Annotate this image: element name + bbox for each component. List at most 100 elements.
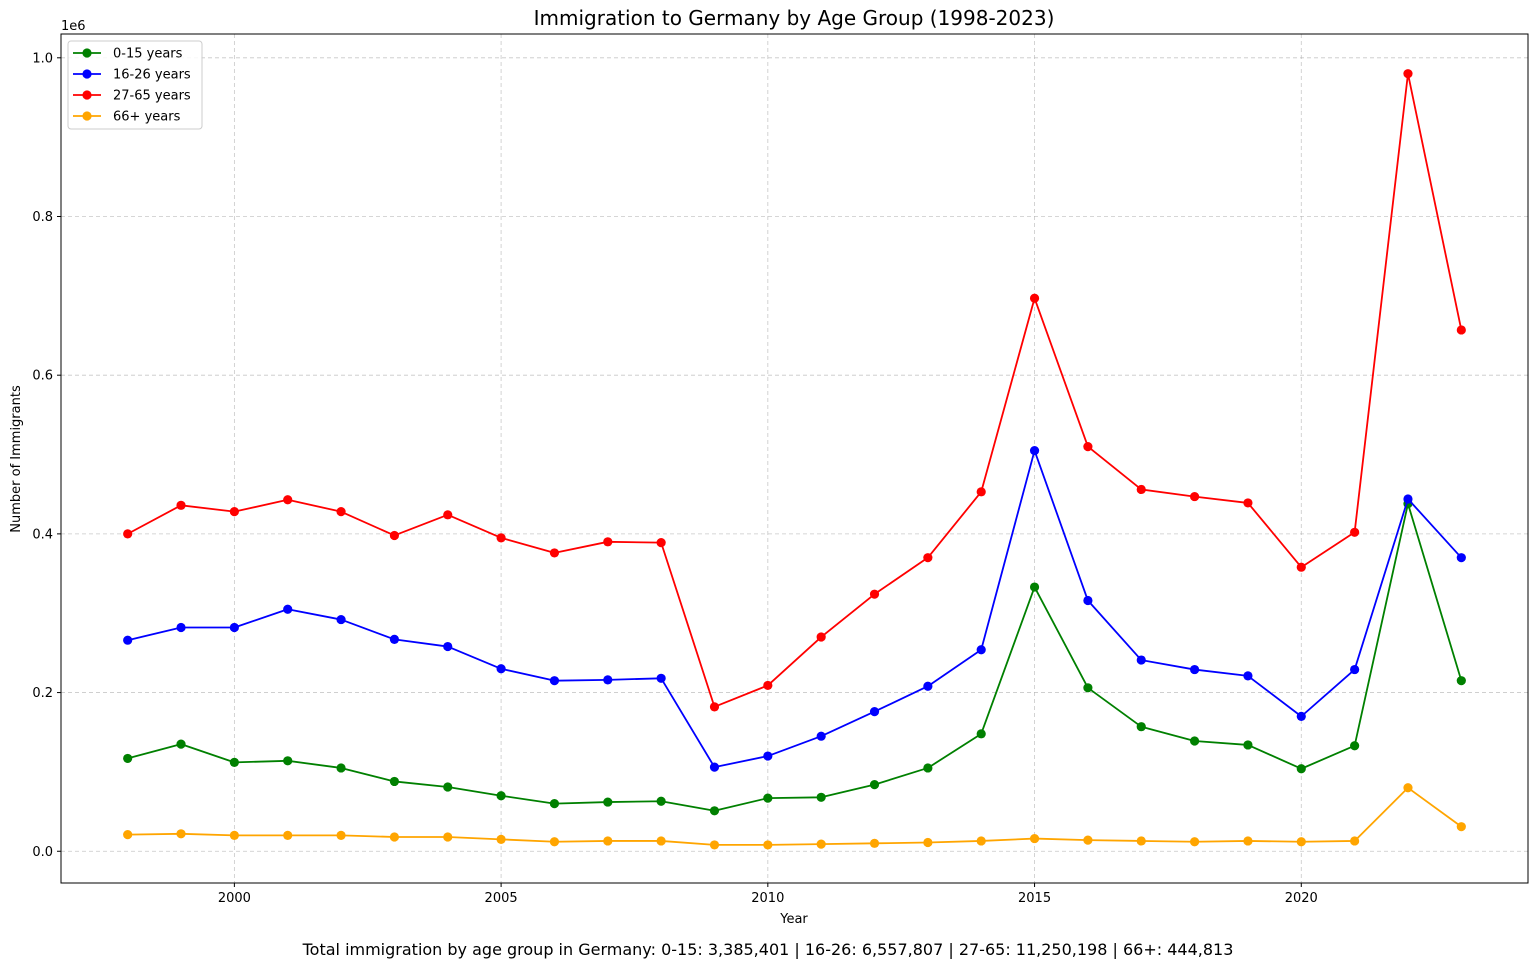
x-tick-label: 2010 <box>751 891 784 906</box>
data-point <box>549 799 560 809</box>
data-point <box>1350 741 1360 751</box>
data-point <box>496 791 506 801</box>
data-point <box>123 753 133 764</box>
data-point <box>869 707 880 717</box>
x-tick-label: 2020 <box>1285 891 1318 906</box>
data-point <box>229 830 239 840</box>
data-point <box>763 680 773 691</box>
legend-item: 0-15 years <box>73 47 183 62</box>
data-point <box>176 622 186 633</box>
data-point <box>976 487 986 497</box>
data-point <box>816 792 826 802</box>
data-point <box>923 553 933 563</box>
data-point <box>283 756 293 766</box>
series-27-65-years <box>123 69 1466 712</box>
data-point <box>1403 783 1413 793</box>
x-tick-label: 2015 <box>1018 891 1051 906</box>
data-point <box>496 834 506 844</box>
y-tick-label: 1.0 <box>32 51 53 66</box>
data-point <box>549 837 560 847</box>
data-point <box>1350 527 1360 537</box>
y-tick-label: 0.6 <box>32 369 53 384</box>
data-point <box>1136 655 1146 665</box>
data-point <box>1243 671 1253 681</box>
legend-label: 16-26 years <box>113 68 191 83</box>
data-point <box>709 840 720 850</box>
data-point <box>1243 836 1253 846</box>
x-tick-label: 2000 <box>218 891 251 906</box>
data-point <box>976 836 986 846</box>
data-point <box>1296 764 1306 774</box>
legend-item: 66+ years <box>73 110 181 125</box>
data-point <box>1083 835 1093 845</box>
data-point <box>496 664 506 674</box>
data-point <box>976 729 986 739</box>
data-point <box>1296 711 1306 721</box>
data-point <box>1403 494 1413 504</box>
data-point <box>283 830 293 840</box>
legend: 0-15 years 16-26 years 27-65 years 66+ year… <box>67 40 203 130</box>
data-point <box>763 793 773 803</box>
data-point <box>869 838 880 848</box>
data-point <box>1029 293 1040 303</box>
data-point <box>496 533 506 543</box>
data-point <box>1350 664 1360 675</box>
data-point <box>1403 69 1413 79</box>
x-axis-label: Year <box>779 912 808 927</box>
data-point <box>123 529 133 539</box>
data-point <box>923 763 933 773</box>
data-point <box>1456 553 1466 563</box>
data-point <box>709 806 720 816</box>
data-point <box>656 673 666 683</box>
data-point <box>816 839 826 849</box>
data-point <box>1029 833 1040 844</box>
series-layer <box>123 69 1466 850</box>
data-point <box>1029 582 1040 592</box>
data-point <box>1083 441 1093 452</box>
data-point <box>389 776 400 787</box>
data-point <box>389 634 400 645</box>
data-point <box>283 495 293 505</box>
data-point <box>603 797 613 807</box>
data-point <box>229 507 239 517</box>
data-point <box>923 681 933 691</box>
data-point <box>763 840 773 850</box>
legend-marker <box>82 111 92 121</box>
y-tick-label: 0.8 <box>32 210 53 225</box>
data-point <box>176 829 186 839</box>
y-tick-label: 0.2 <box>32 686 53 701</box>
series-66-years <box>123 783 1466 850</box>
data-point <box>1136 484 1146 495</box>
data-point <box>229 622 239 633</box>
data-point <box>1189 664 1200 675</box>
data-point <box>443 832 453 842</box>
footer-summary: Total immigration by age group in German… <box>302 940 1234 959</box>
data-point <box>816 632 826 642</box>
data-point <box>283 604 293 614</box>
series-line <box>127 449 1462 769</box>
data-point <box>176 739 186 749</box>
series-0-15-years <box>123 499 1466 816</box>
data-point <box>1189 491 1200 502</box>
data-point <box>923 837 933 848</box>
data-point <box>816 731 826 741</box>
data-point <box>389 530 400 541</box>
data-point <box>336 830 346 840</box>
x-tick-label: 2005 <box>485 891 518 906</box>
data-point <box>1456 325 1466 335</box>
grid-lines <box>61 34 1528 883</box>
data-point <box>443 641 453 652</box>
data-point <box>549 676 560 686</box>
series-line <box>127 786 1462 846</box>
data-point <box>1083 683 1093 693</box>
data-point <box>869 589 880 599</box>
data-point <box>603 537 613 547</box>
legend-label: 27-65 years <box>113 89 191 104</box>
legend-marker <box>82 69 92 79</box>
data-point <box>709 762 720 772</box>
legend-label: 0-15 years <box>113 47 183 62</box>
axis-ticks: 2000 2005 2010 2015 2020 0.0 0.2 0.4 0.6 0.8 1.0 <box>32 51 1318 906</box>
legend-item: 16-26 years <box>73 68 191 83</box>
legend-box <box>67 40 203 130</box>
